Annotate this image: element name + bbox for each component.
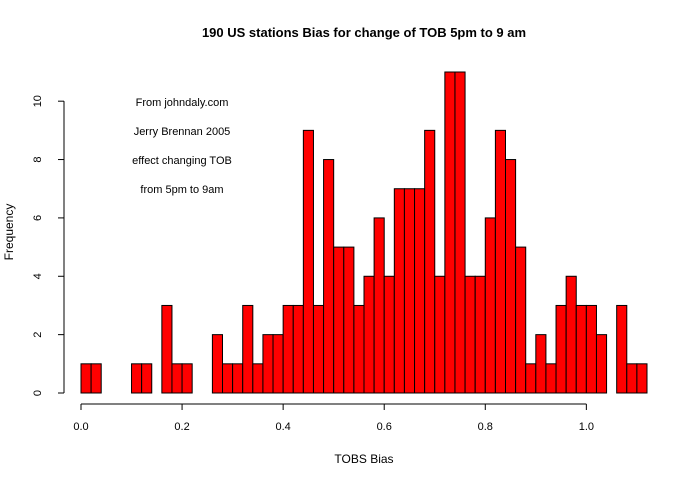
histogram-bar: [525, 363, 537, 394]
histogram-bar: [262, 334, 274, 394]
histogram-bar: [585, 304, 597, 394]
histogram-bar: [272, 334, 284, 394]
histogram-bar: [393, 188, 405, 394]
histogram-bar: [242, 304, 254, 394]
y-tick-label: 2: [32, 332, 44, 338]
histogram-bar: [181, 363, 193, 394]
bars-group: [80, 71, 648, 394]
histogram-bar: [474, 275, 486, 394]
annotation-author: Jerry Brennan 2005: [134, 126, 231, 138]
histogram-bar: [211, 334, 223, 394]
histogram-bar: [464, 275, 476, 394]
y-tick-label: 6: [32, 215, 44, 221]
histogram-bar: [80, 363, 92, 394]
chart-title: 190 US stations Bias for change of TOB 5…: [202, 25, 526, 40]
histogram-bar: [131, 363, 143, 394]
histogram-bar: [222, 363, 234, 394]
x-tick-label: 0.8: [478, 421, 493, 433]
x-tick-label: 1.0: [579, 421, 594, 433]
y-tick-label: 4: [32, 273, 44, 279]
histogram-bar: [292, 304, 304, 394]
annotation-period: from 5pm to 9am: [140, 184, 223, 196]
histogram-bar: [373, 217, 385, 394]
histogram-bar: [90, 363, 102, 394]
x-tick-label: 0.4: [275, 421, 290, 433]
y-tick-label: 10: [32, 95, 44, 107]
histogram-bar: [565, 275, 577, 394]
x-axis-label: TOBS Bias: [334, 452, 393, 466]
histogram-bar: [616, 304, 628, 394]
histogram-bar: [323, 159, 335, 394]
x-tick-label: 0.0: [73, 421, 88, 433]
histogram-bar: [282, 304, 294, 394]
histogram-bar: [505, 159, 517, 394]
histogram-bar: [595, 334, 608, 394]
histogram-bar: [343, 246, 355, 394]
histogram-bar: [333, 246, 345, 394]
histogram-bar: [161, 304, 173, 394]
y-axis-label: Frequency: [2, 204, 16, 261]
histogram-bar: [232, 363, 244, 394]
y-axis-ticks: 0 2 4 6 8 10: [32, 95, 64, 396]
annotation-source: From johndaly.com: [136, 97, 229, 109]
histogram-bar: [636, 363, 648, 394]
y-tick-label: 0: [32, 390, 44, 396]
histogram-bar: [575, 304, 587, 394]
histogram-bar: [302, 129, 314, 394]
histogram-bar: [454, 71, 466, 394]
histogram-bar: [494, 129, 506, 394]
x-axis-ticks: 0.0 0.2 0.4 0.6 0.8 1.0: [73, 404, 594, 433]
annotation-block: From johndaly.com Jerry Brennan 2005 eff…: [132, 97, 232, 196]
histogram-bar: [626, 363, 638, 394]
histogram-bar: [545, 363, 557, 394]
histogram-bar: [403, 188, 416, 394]
histogram-bar: [484, 217, 496, 394]
histogram-bar: [434, 275, 446, 394]
x-tick-label: 0.2: [174, 421, 189, 433]
histogram-bar: [312, 304, 325, 394]
histogram-bar: [363, 275, 375, 394]
histogram-bar: [555, 304, 567, 394]
annotation-effect: effect changing TOB: [132, 155, 232, 167]
histogram-bar: [353, 304, 365, 394]
histogram-bar: [383, 275, 395, 394]
histogram-bar: [141, 363, 153, 394]
histogram-bar: [444, 71, 456, 394]
x-tick-label: 0.6: [377, 421, 392, 433]
histogram-bar: [515, 246, 527, 394]
y-tick-label: 8: [32, 156, 44, 162]
histogram-bar: [535, 334, 547, 394]
histogram-bar: [171, 363, 183, 394]
histogram-bar: [252, 363, 264, 394]
histogram-bar: [424, 129, 436, 394]
histogram-bar: [414, 188, 426, 394]
